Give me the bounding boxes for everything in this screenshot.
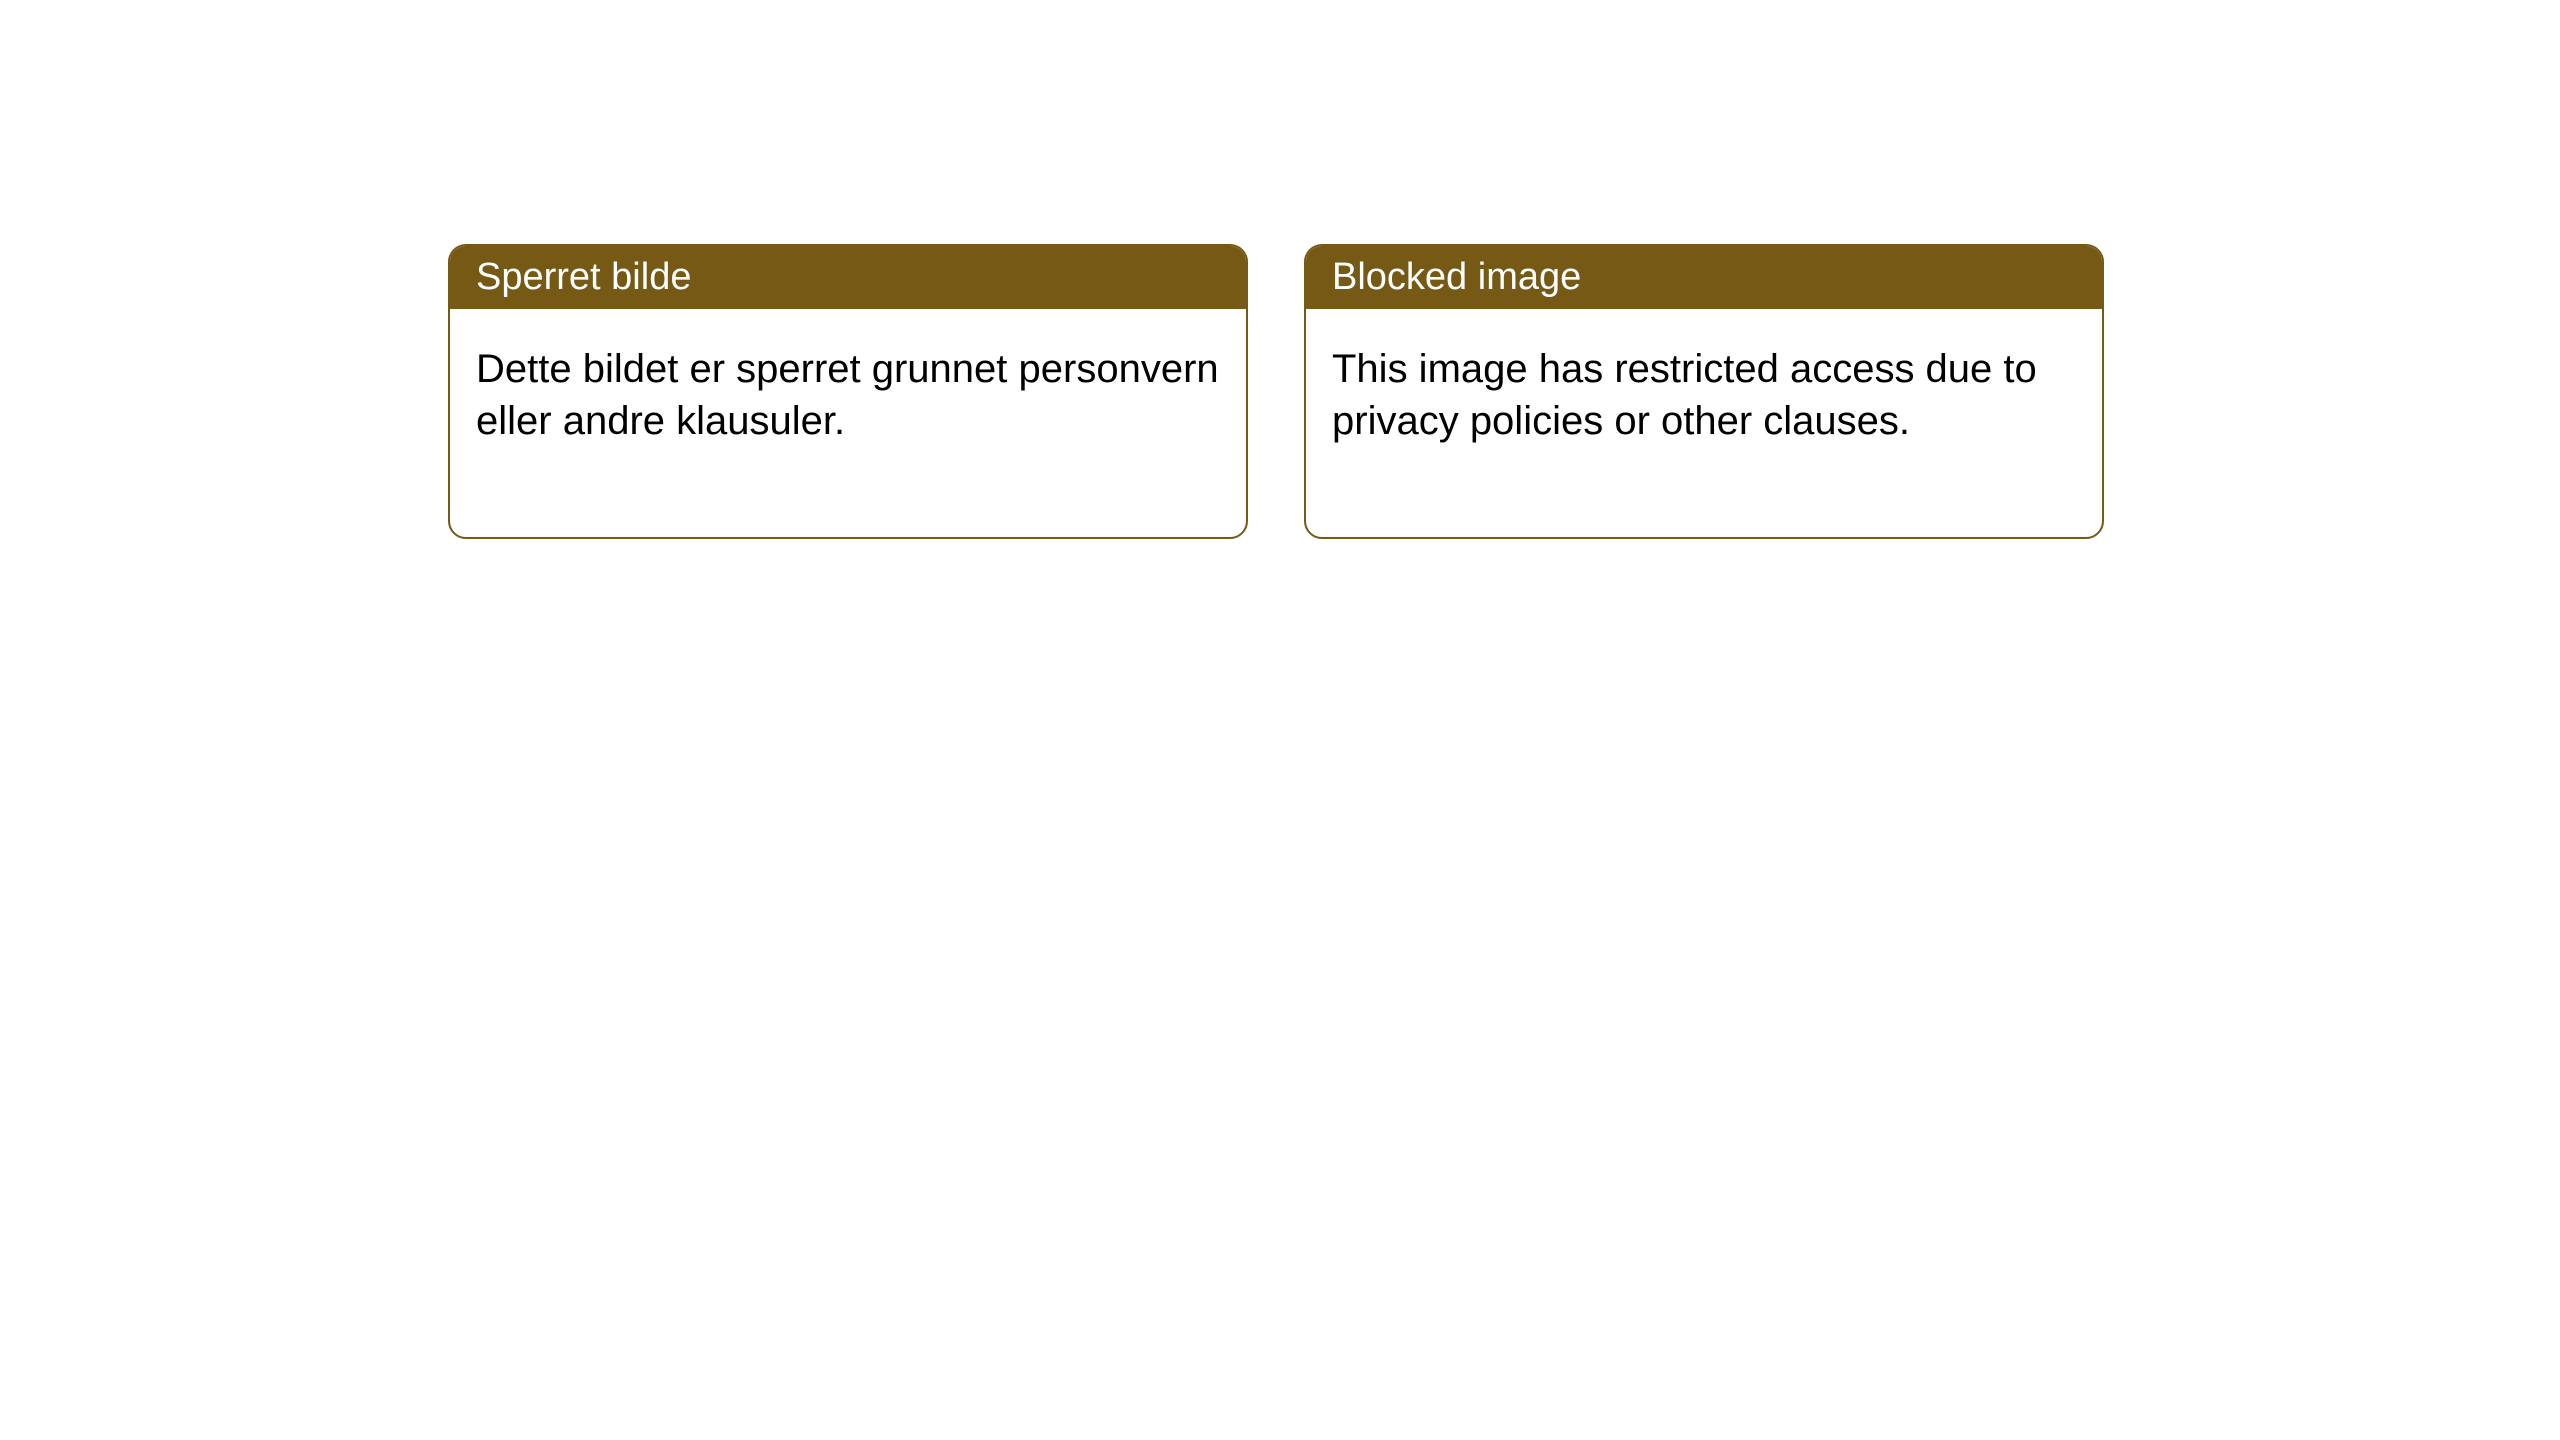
notice-title: Sperret bilde [450,246,1246,309]
notice-body: This image has restricted access due to … [1306,309,2102,537]
notice-card-english: Blocked image This image has restricted … [1304,244,2104,539]
notice-container: Sperret bilde Dette bildet er sperret gr… [0,0,2560,539]
notice-title: Blocked image [1306,246,2102,309]
notice-body: Dette bildet er sperret grunnet personve… [450,309,1246,537]
notice-card-norwegian: Sperret bilde Dette bildet er sperret gr… [448,244,1248,539]
